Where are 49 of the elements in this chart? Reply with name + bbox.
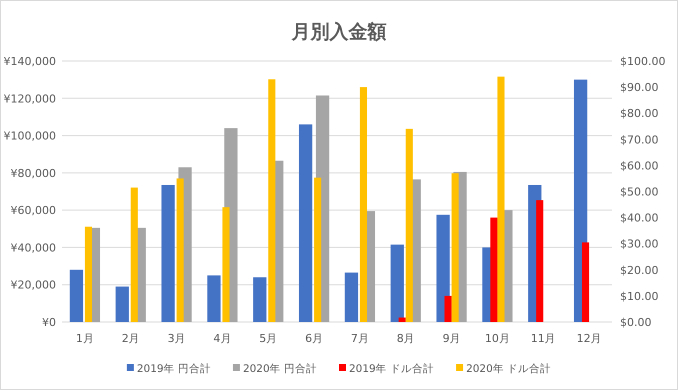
y-tick-label: ¥0 bbox=[42, 316, 56, 329]
x-tick-label: 7月 bbox=[350, 332, 369, 345]
y-tick-label: ¥140,000 bbox=[4, 55, 56, 68]
bar bbox=[253, 277, 266, 322]
y-tick-label: ¥60,000 bbox=[10, 204, 56, 218]
x-tick-label: 4月 bbox=[213, 332, 232, 345]
y2-tick-label: $10.00 bbox=[620, 290, 658, 303]
y-tick-label: ¥40,000 bbox=[10, 241, 56, 254]
y-tick-label: ¥100,000 bbox=[4, 130, 56, 143]
x-tick-label: 8月 bbox=[396, 332, 415, 345]
y2-tick-label: $40.00 bbox=[620, 212, 658, 225]
y2-tick-label: $90.00 bbox=[620, 81, 658, 94]
y2-tick-label: $60.00 bbox=[620, 159, 658, 172]
legend-label: 2019年 ドル合計 bbox=[349, 362, 434, 375]
legend-label: 2019年 円合計 bbox=[136, 362, 211, 375]
x-tick-label: 11月 bbox=[530, 332, 556, 345]
y2-tick-label: $50.00 bbox=[620, 186, 658, 198]
y2-tick-label: $80.00 bbox=[620, 107, 658, 120]
x-tick-label: 10月 bbox=[484, 332, 510, 345]
bar bbox=[161, 184, 175, 322]
bar bbox=[444, 296, 452, 322]
y2-tick-label: $100.00 bbox=[620, 55, 666, 68]
bar bbox=[497, 76, 505, 322]
y2-tick-label: $20.00 bbox=[620, 264, 658, 277]
bar bbox=[116, 286, 129, 322]
bar bbox=[398, 318, 406, 322]
x-tick-label: 12月 bbox=[576, 332, 602, 345]
x-tick-label: 3月 bbox=[168, 332, 186, 345]
x-tick-label: 2月 bbox=[122, 332, 140, 345]
y2-tick-label: $30.00 bbox=[620, 238, 658, 251]
y-tick-label: ¥120,000 bbox=[4, 92, 56, 106]
y-tick-label: ¥20,000 bbox=[10, 278, 56, 292]
bar bbox=[390, 244, 404, 322]
bar bbox=[344, 272, 358, 322]
y-tick-label: ¥80,000 bbox=[10, 166, 56, 180]
x-tick-label: 1月 bbox=[76, 332, 94, 345]
x-tick-label: 6月 bbox=[305, 332, 324, 345]
legend-label: 2020年 ドル合計 bbox=[466, 362, 552, 375]
x-tick-label: 9月 bbox=[442, 332, 461, 345]
chart-title: 月別入金額 bbox=[290, 21, 386, 43]
x-tick-label: 5月 bbox=[259, 332, 278, 345]
y2-tick-label: $70.00 bbox=[620, 133, 658, 146]
bar bbox=[222, 207, 230, 322]
bar bbox=[582, 242, 590, 322]
bar bbox=[360, 87, 368, 322]
legend-label: 2020年 円合計 bbox=[242, 362, 317, 375]
bar bbox=[298, 124, 312, 322]
y2-tick-label: $0.00 bbox=[620, 316, 652, 329]
bar bbox=[314, 178, 322, 322]
